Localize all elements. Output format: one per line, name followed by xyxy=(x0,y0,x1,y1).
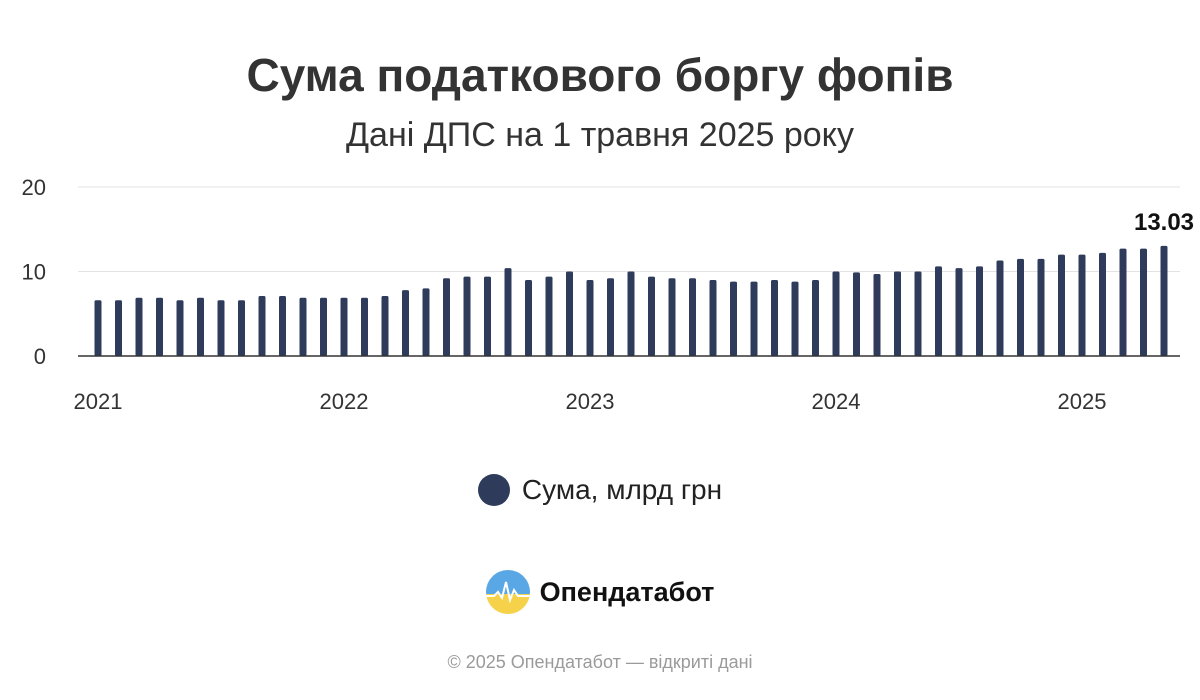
bar xyxy=(176,300,184,356)
bar xyxy=(791,281,799,356)
bar xyxy=(1119,248,1127,356)
bar xyxy=(812,279,819,356)
bar xyxy=(463,276,471,356)
bar xyxy=(996,260,1004,356)
bar xyxy=(402,290,409,356)
bar xyxy=(135,297,143,356)
opendatabot-logo-icon xyxy=(485,570,530,614)
y-tick-label: 20 xyxy=(22,175,46,200)
bar xyxy=(94,300,102,356)
chart-title: Сума податкового боргу фопів xyxy=(246,49,954,101)
bar xyxy=(279,296,286,356)
bar xyxy=(955,268,963,356)
footer-text: © 2025 Опендатабот — відкриті дані xyxy=(447,652,753,672)
bar xyxy=(443,278,450,356)
bar xyxy=(832,271,840,356)
bar xyxy=(586,279,594,356)
x-tick-label: 2023 xyxy=(566,389,615,414)
bar xyxy=(566,271,573,356)
data-label: 13.03 xyxy=(1134,209,1194,236)
bar xyxy=(873,274,881,356)
bar xyxy=(340,297,348,356)
bar xyxy=(771,279,778,356)
bar xyxy=(1017,258,1024,356)
bar xyxy=(525,279,532,356)
y-tick-label: 0 xyxy=(34,344,46,369)
bar xyxy=(484,276,491,356)
bar xyxy=(197,297,204,356)
bar xyxy=(156,297,163,356)
bar xyxy=(914,271,922,356)
bar xyxy=(750,281,758,356)
x-tick-label: 2021 xyxy=(74,389,123,414)
bar xyxy=(935,266,942,356)
chart-subtitle: Дані ДПС на 1 травня 2025 року xyxy=(346,116,854,154)
bar xyxy=(1140,248,1147,356)
legend-label: Сума, млрд грн xyxy=(521,474,723,505)
bar xyxy=(648,276,655,356)
bar xyxy=(730,281,737,356)
bar xyxy=(1058,254,1065,356)
bar xyxy=(853,272,860,356)
x-tick-label: 2025 xyxy=(1058,389,1107,414)
legend-swatch xyxy=(477,474,510,506)
bar xyxy=(361,297,368,356)
bar xyxy=(320,297,327,356)
bar xyxy=(1037,258,1045,356)
bar xyxy=(217,300,225,356)
y-tick-label: 10 xyxy=(22,260,46,285)
bar xyxy=(1099,252,1106,356)
brand: Опендатабот xyxy=(0,570,1200,614)
bar xyxy=(504,268,512,356)
bar xyxy=(627,271,635,356)
bar xyxy=(238,300,245,356)
bar xyxy=(1078,254,1086,356)
bar xyxy=(607,278,614,356)
bar-chart: 0 10 20 2021 2022 2023 2024 2025 13.03 xyxy=(22,175,1195,414)
bar xyxy=(689,278,696,356)
bar xyxy=(258,296,266,356)
brand-name: Опендатабот xyxy=(539,576,715,607)
x-tick-label: 2024 xyxy=(812,389,861,414)
bar xyxy=(545,276,553,356)
bar xyxy=(709,279,717,356)
bar xyxy=(299,297,307,356)
bar xyxy=(381,296,389,356)
bar xyxy=(894,271,901,356)
legend: Сума, млрд грн xyxy=(0,474,1200,506)
x-tick-label: 2022 xyxy=(320,389,369,414)
bar xyxy=(976,266,983,356)
bar xyxy=(115,300,122,356)
bar xyxy=(422,288,430,356)
bar xyxy=(668,278,676,356)
bar xyxy=(1160,245,1168,356)
